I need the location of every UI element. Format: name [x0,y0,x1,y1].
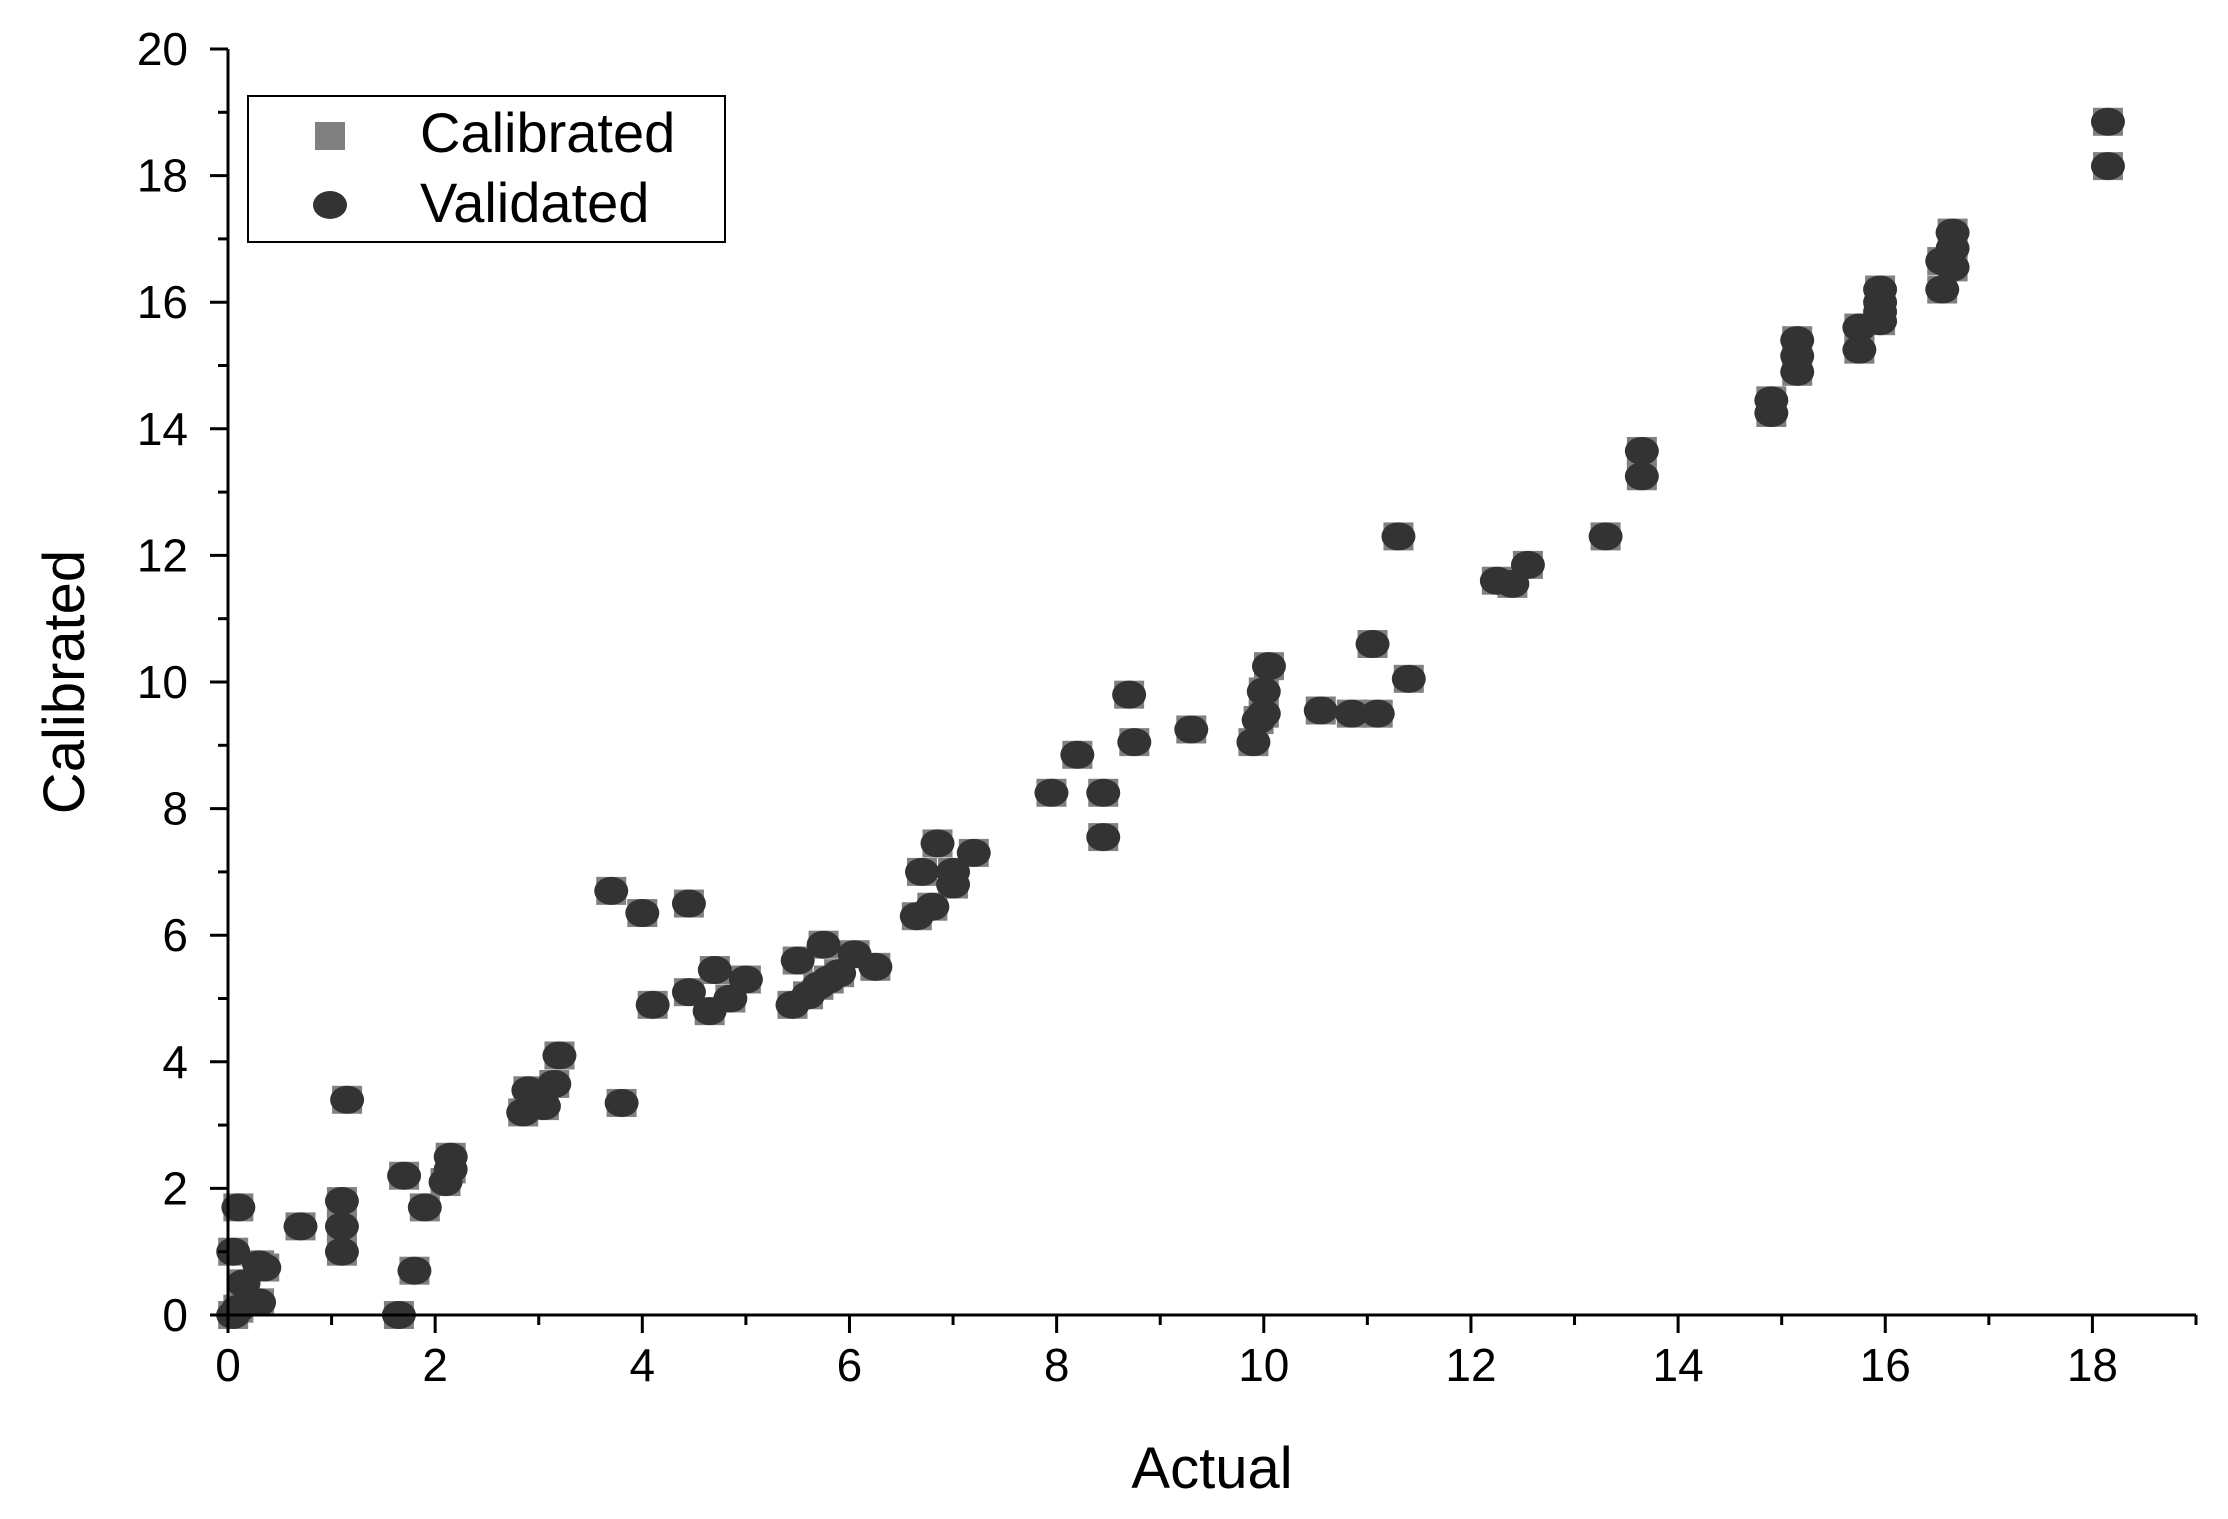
data-point-circle [806,930,841,959]
y-tick-label: 6 [162,909,188,961]
data-point-circle [221,1193,256,1222]
data-point-circle [1754,398,1789,427]
data-point-circle [324,1237,359,1266]
data-point-circle [1060,740,1095,769]
y-tick-label: 16 [137,276,188,328]
y-tick-label: 10 [137,656,188,708]
data-point-circle [1355,630,1390,659]
x-tick-label: 10 [1238,1339,1289,1391]
legend-box [247,95,726,243]
data-point-circle [1624,462,1659,491]
data-point-circle [728,965,763,994]
ticks: 0 2 4 6 8 10 12 14 16 18 0 2 4 6 8 10 12 14 16 18 20 [137,23,2198,1391]
data-point-circle [780,946,815,975]
data-point-circle [635,990,670,1019]
series-calibrated [218,107,2123,1329]
data-point-circle [407,1193,442,1222]
data-point-circle [324,1212,359,1241]
y-tick-label: 2 [162,1162,188,1214]
y-tick-label: 14 [137,403,188,455]
data-point-circle [2090,107,2125,136]
data-point-circle [1174,715,1209,744]
data-point-circle [397,1256,432,1285]
data-point-circle [1117,728,1152,757]
data-point-circle [936,857,971,886]
data-point-circle [920,829,955,858]
data-point-circle [1086,778,1121,807]
y-tick-label: 18 [137,150,188,202]
data-point-circle [625,899,660,928]
x-tick-label: 8 [1044,1339,1070,1391]
data-point-circle [242,1288,277,1317]
x-tick-label: 4 [630,1339,656,1391]
data-point-circle [537,1069,572,1098]
y-axis-title: Calibrated [32,550,97,814]
data-point-circle [2090,152,2125,181]
data-point-circle [1842,335,1877,364]
data-point-circle [1034,778,1069,807]
data-point-circle [1510,550,1545,579]
data-point-circle [1303,696,1338,725]
data-point-circle [1588,522,1623,551]
data-point-circle [283,1212,318,1241]
data-point-circle [247,1253,282,1282]
data-point-circle [324,1187,359,1216]
y-tick-label: 12 [137,529,188,581]
y-tick-label: 20 [137,23,188,75]
legend-circle-icon [313,191,347,219]
x-tick-label: 12 [1445,1339,1496,1391]
legend-square-icon [315,122,345,150]
data-point-circle [594,876,629,905]
data-point-circle [904,857,939,886]
series-validated [216,107,2125,1329]
data-point-circle [526,1092,561,1121]
data-point-circle [433,1142,468,1171]
data-point-circle [956,838,991,867]
legend-label-validated: Validated [420,171,649,234]
data-point-circle [915,892,950,921]
data-point-circle [1246,677,1281,706]
data-point-circle [1381,522,1416,551]
data-point-circle [542,1041,577,1070]
data-point-circle [216,1237,251,1266]
data-point-circle [1780,357,1815,386]
x-tick-label: 0 [215,1339,241,1391]
x-tick-label: 16 [1860,1339,1911,1391]
legend-label-calibrated: Calibrated [420,101,675,164]
data-point-circle [1112,680,1147,709]
data-point-circle [1925,275,1960,304]
data-point-circle [1624,436,1659,465]
y-tick-label: 8 [162,783,188,835]
data-point-circle [604,1088,639,1117]
data-point-circle [1334,699,1369,728]
data-point-circle [1391,664,1426,693]
x-tick-label: 6 [837,1339,863,1391]
x-tick-label: 2 [422,1339,448,1391]
y-tick-label: 4 [162,1036,188,1088]
data-point-circle [671,889,706,918]
x-tick-label: 14 [1653,1339,1704,1391]
y-tick-label: 0 [162,1289,188,1341]
data-point-circle [1251,652,1286,681]
data-point-circle [1935,218,1970,247]
legend: Calibrated Validated [247,95,726,243]
data-point-circle [697,956,732,985]
x-tick-label: 18 [2067,1339,2118,1391]
data-point-circle [1236,728,1271,757]
plot-area [216,107,2125,1329]
data-point-circle [330,1085,365,1114]
data-point-circle [858,952,893,981]
x-axis-title: Actual [1131,1436,1292,1501]
data-point-circle [671,978,706,1007]
data-point-circle [1863,307,1898,336]
data-point-circle [1360,699,1395,728]
data-point-circle [387,1161,422,1190]
data-point-circle [1246,699,1281,728]
data-point-circle [1086,823,1121,852]
